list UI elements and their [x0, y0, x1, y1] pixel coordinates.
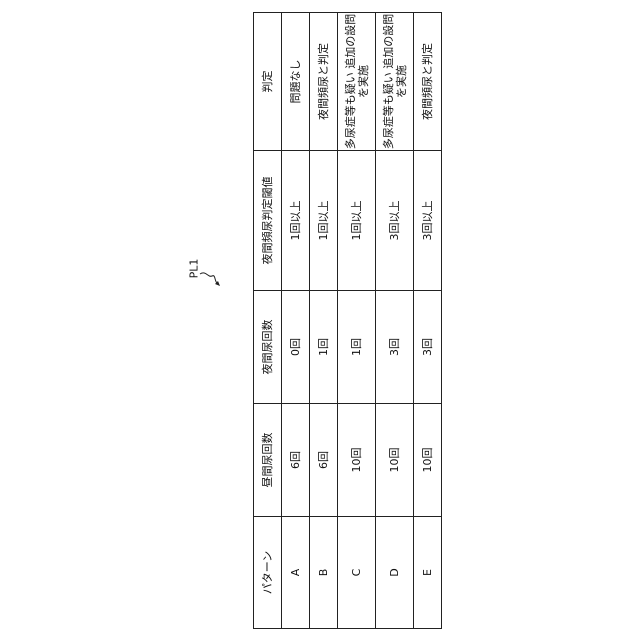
cell-nighttime-count: 0回: [281, 290, 309, 403]
cell-pattern: B: [309, 516, 337, 628]
table-row: A 6回 0回 1回以上 問題なし: [281, 12, 309, 628]
cell-threshold: 3回以上: [413, 150, 441, 290]
cell-nighttime-count: 3回: [375, 290, 413, 403]
cell-pattern: C: [337, 516, 375, 628]
cell-judgement: 多尿症等も疑い 追加の設問を実施: [337, 12, 375, 150]
cell-threshold: 1回以上: [337, 150, 375, 290]
header-pattern: パターン: [253, 516, 281, 628]
table-row: E 10回 3回 3回以上 夜間頻尿と判定: [413, 12, 441, 628]
table-row: C 10回 1回 1回以上 多尿症等も疑い 追加の設問を実施: [337, 12, 375, 628]
cell-judgement: 多尿症等も疑い 追加の設問を実施: [375, 12, 413, 150]
cell-threshold: 3回以上: [375, 150, 413, 290]
cell-judgement: 夜間頻尿と判定: [413, 12, 441, 150]
header-daytime-count: 昼間尿回数: [253, 403, 281, 516]
header-judgement: 判定: [253, 12, 281, 150]
cell-daytime-count: 10回: [375, 403, 413, 516]
leader-arrow-icon: [186, 250, 226, 290]
cell-pattern: D: [375, 516, 413, 628]
cell-nighttime-count: 1回: [337, 290, 375, 403]
cell-daytime-count: 6回: [309, 403, 337, 516]
table-header-row: パターン 昼間尿回数 夜間尿回数 夜間頻尿判定閾値 判定: [253, 12, 281, 628]
figure-label: PL1: [186, 250, 226, 290]
cell-pattern: E: [413, 516, 441, 628]
pattern-table: パターン 昼間尿回数 夜間尿回数 夜間頻尿判定閾値 判定 A 6回 0回 1回以…: [253, 12, 442, 629]
cell-pattern: A: [281, 516, 309, 628]
cell-threshold: 1回以上: [281, 150, 309, 290]
table-row: B 6回 1回 1回以上 夜間頻尿と判定: [309, 12, 337, 628]
cell-nighttime-count: 3回: [413, 290, 441, 403]
cell-judgement: 問題なし: [281, 12, 309, 150]
cell-daytime-count: 6回: [281, 403, 309, 516]
cell-judgement: 夜間頻尿と判定: [309, 12, 337, 150]
cell-daytime-count: 10回: [413, 403, 441, 516]
table-row: D 10回 3回 3回以上 多尿症等も疑い 追加の設問を実施: [375, 12, 413, 628]
cell-threshold: 1回以上: [309, 150, 337, 290]
cell-daytime-count: 10回: [337, 403, 375, 516]
cell-nighttime-count: 1回: [309, 290, 337, 403]
header-threshold: 夜間頻尿判定閾値: [253, 150, 281, 290]
header-nighttime-count: 夜間尿回数: [253, 290, 281, 403]
